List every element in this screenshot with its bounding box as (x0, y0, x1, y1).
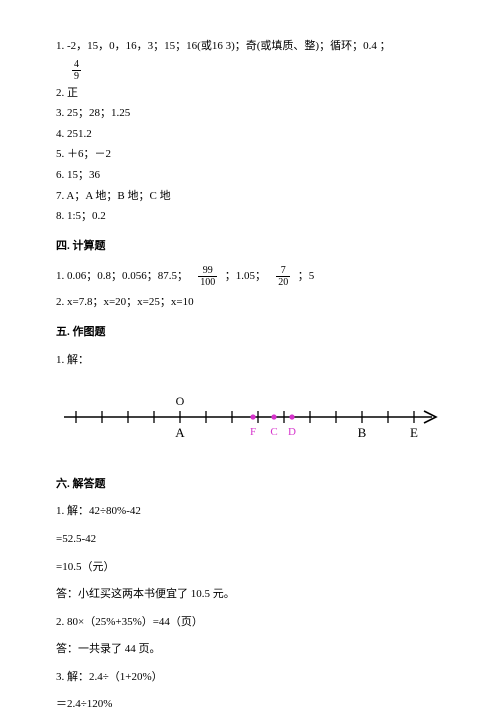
solve-row-4: 答：小红买这两本书便宜了 10.5 元。 (56, 586, 444, 604)
calc-row-1: 1. 0.06；0.8；0.056；87.5； 99 100 ；1.05； 7 … (56, 265, 444, 288)
label-D: D (288, 426, 296, 438)
solve-row-2: =52.5-42 (56, 531, 444, 549)
answer-line-8: 8. 1:5；0.2 (56, 208, 444, 226)
solve-row-3: =10.5（元） (56, 559, 444, 577)
fraction-den: 9 (72, 71, 81, 82)
label-O: O (176, 394, 185, 408)
label-C: C (270, 426, 277, 438)
answer-line-3: 3. 25；28；1.25 (56, 105, 444, 123)
fraction-den: 20 (276, 277, 290, 288)
answer-line-2: 2. 正 (56, 85, 444, 103)
section-6-title: 六. 解答题 (56, 476, 444, 494)
section-4-title: 四. 计算题 (56, 238, 444, 256)
answer-line-1: 1. -2，15，0，16，3；15；16(或16 3)；奇(或填质、整)；循环… (56, 38, 444, 56)
calc-text: ；1.05； (225, 270, 266, 282)
calc-text: ；5 (298, 270, 315, 282)
fraction: 7 20 (276, 265, 290, 288)
solve-row-5: 2. 80×（25%+35%）=44（页） (56, 614, 444, 632)
solve-row-6: 答：一共录了 44 页。 (56, 641, 444, 659)
fraction-num: 4 (72, 59, 81, 71)
label-E: E (410, 425, 418, 440)
fraction: 99 100 (198, 265, 217, 288)
answer-line-frac: 4 9 (56, 59, 444, 82)
label-B: B (358, 425, 367, 440)
drawing-row-1: 1. 解： (56, 352, 444, 370)
solve-row-7: 3. 解：2.4÷（1+20%） (56, 669, 444, 687)
label-F: F (250, 426, 256, 438)
fraction-num: 99 (198, 265, 217, 277)
number-line: O A F C D B E (56, 381, 444, 458)
fraction-num: 7 (276, 265, 290, 277)
calc-text: 1. 0.06；0.8；0.056；87.5； (56, 270, 188, 282)
answer-line-7: 7. A；A 地；B 地；C 地 (56, 188, 444, 206)
answer-line-6: 6. 15；36 (56, 167, 444, 185)
number-line-svg: O A F C D B E (56, 381, 444, 451)
fraction-den: 100 (198, 277, 217, 288)
section-5-title: 五. 作图题 (56, 324, 444, 342)
fraction: 4 9 (72, 59, 81, 82)
answer-line-4: 4. 251.2 (56, 126, 444, 144)
solve-row-8: ＝2.4÷120% (56, 696, 444, 714)
label-A: A (175, 425, 185, 440)
solve-row-1: 1. 解：42÷80%-42 (56, 503, 444, 521)
answer-line-5: 5. ＋6；－2 (56, 146, 444, 164)
calc-row-2: 2. x=7.8；x=20；x=25；x=10 (56, 294, 444, 312)
